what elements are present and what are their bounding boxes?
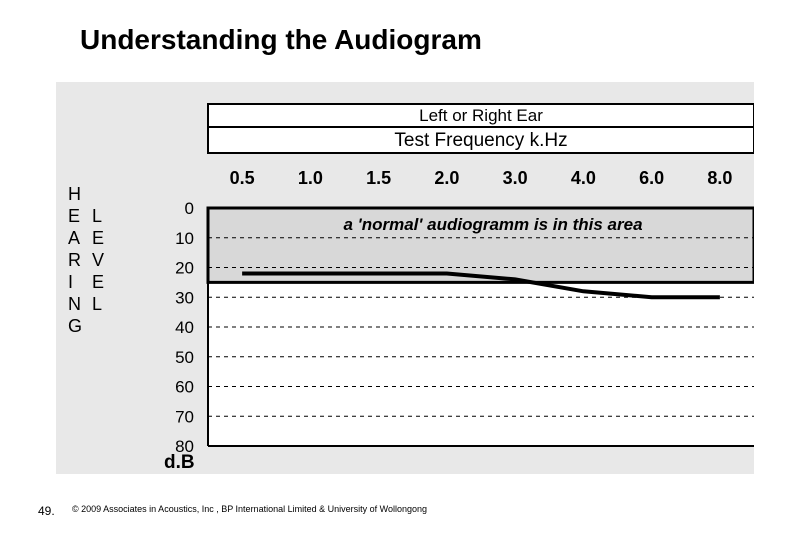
svg-text:1.0: 1.0 bbox=[298, 168, 323, 188]
svg-text:Left or Right Ear: Left or Right Ear bbox=[419, 106, 543, 125]
svg-text:20: 20 bbox=[175, 259, 194, 278]
svg-text:40: 40 bbox=[175, 318, 194, 337]
svg-text:G: G bbox=[68, 316, 82, 336]
svg-text:0.5: 0.5 bbox=[230, 168, 255, 188]
svg-text:3.0: 3.0 bbox=[503, 168, 528, 188]
svg-text:L: L bbox=[92, 294, 102, 314]
svg-text:H: H bbox=[68, 184, 81, 204]
audiogram-chart: Left or Right Ear Test Frequency k.Hz 0.5 1… bbox=[56, 82, 754, 474]
svg-text:E: E bbox=[92, 228, 104, 248]
svg-text:E: E bbox=[92, 272, 104, 292]
svg-text:A: A bbox=[68, 228, 80, 248]
svg-text:60: 60 bbox=[175, 378, 194, 397]
svg-text:8.0: 8.0 bbox=[707, 168, 732, 188]
page-number: 49. bbox=[38, 504, 55, 518]
svg-text:E: E bbox=[68, 206, 80, 226]
svg-text:d.B: d.B bbox=[164, 452, 195, 473]
svg-text:N: N bbox=[68, 294, 81, 314]
copyright-text: © 2009 Associates in Acoustics, Inc , BP… bbox=[72, 504, 427, 514]
svg-text:1.5: 1.5 bbox=[366, 168, 391, 188]
svg-text:4.0: 4.0 bbox=[571, 168, 596, 188]
svg-text:R: R bbox=[68, 250, 81, 270]
slide-title: Understanding the Audiogram bbox=[80, 24, 482, 56]
svg-text:50: 50 bbox=[175, 348, 194, 367]
svg-text:2.0: 2.0 bbox=[434, 168, 459, 188]
svg-text:V: V bbox=[92, 250, 104, 270]
svg-text:I: I bbox=[68, 272, 73, 292]
svg-text:a 'normal' audiogramm is in: a 'normal' audiogramm is in this area bbox=[343, 215, 642, 234]
svg-text:L: L bbox=[92, 206, 102, 226]
svg-text:6.0: 6.0 bbox=[639, 168, 664, 188]
svg-text:10: 10 bbox=[175, 229, 194, 248]
svg-text:0: 0 bbox=[185, 199, 194, 218]
svg-text:30: 30 bbox=[175, 288, 194, 307]
svg-text:70: 70 bbox=[175, 407, 194, 426]
svg-text:Test Frequency k.Hz: Test Frequency k.Hz bbox=[394, 130, 567, 151]
